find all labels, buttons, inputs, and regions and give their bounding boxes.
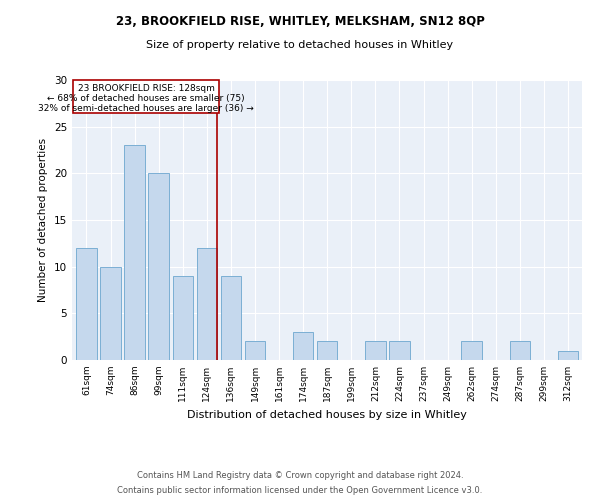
Bar	[148, 174, 169, 360]
Text: Contains public sector information licensed under the Open Government Licence v3: Contains public sector information licen…	[118, 486, 482, 495]
FancyBboxPatch shape	[73, 80, 219, 112]
Bar	[173, 276, 193, 360]
Bar	[245, 342, 265, 360]
Text: Contains HM Land Registry data © Crown copyright and database right 2024.: Contains HM Land Registry data © Crown c…	[137, 471, 463, 480]
Bar	[76, 248, 97, 360]
Bar	[389, 342, 410, 360]
Bar	[100, 266, 121, 360]
Bar	[461, 342, 482, 360]
Y-axis label: Number of detached properties: Number of detached properties	[38, 138, 49, 302]
Bar	[365, 342, 386, 360]
Text: 32% of semi-detached houses are larger (36) →: 32% of semi-detached houses are larger (…	[38, 104, 254, 114]
Text: ← 68% of detached houses are smaller (75): ← 68% of detached houses are smaller (75…	[47, 94, 245, 103]
X-axis label: Distribution of detached houses by size in Whitley: Distribution of detached houses by size …	[187, 410, 467, 420]
Bar	[293, 332, 313, 360]
Bar	[558, 350, 578, 360]
Bar	[197, 248, 217, 360]
Bar	[124, 146, 145, 360]
Text: 23, BROOKFIELD RISE, WHITLEY, MELKSHAM, SN12 8QP: 23, BROOKFIELD RISE, WHITLEY, MELKSHAM, …	[116, 15, 484, 28]
Text: Size of property relative to detached houses in Whitley: Size of property relative to detached ho…	[146, 40, 454, 50]
Bar	[221, 276, 241, 360]
Bar	[509, 342, 530, 360]
Text: 23 BROOKFIELD RISE: 128sqm: 23 BROOKFIELD RISE: 128sqm	[77, 84, 214, 92]
Bar	[317, 342, 337, 360]
